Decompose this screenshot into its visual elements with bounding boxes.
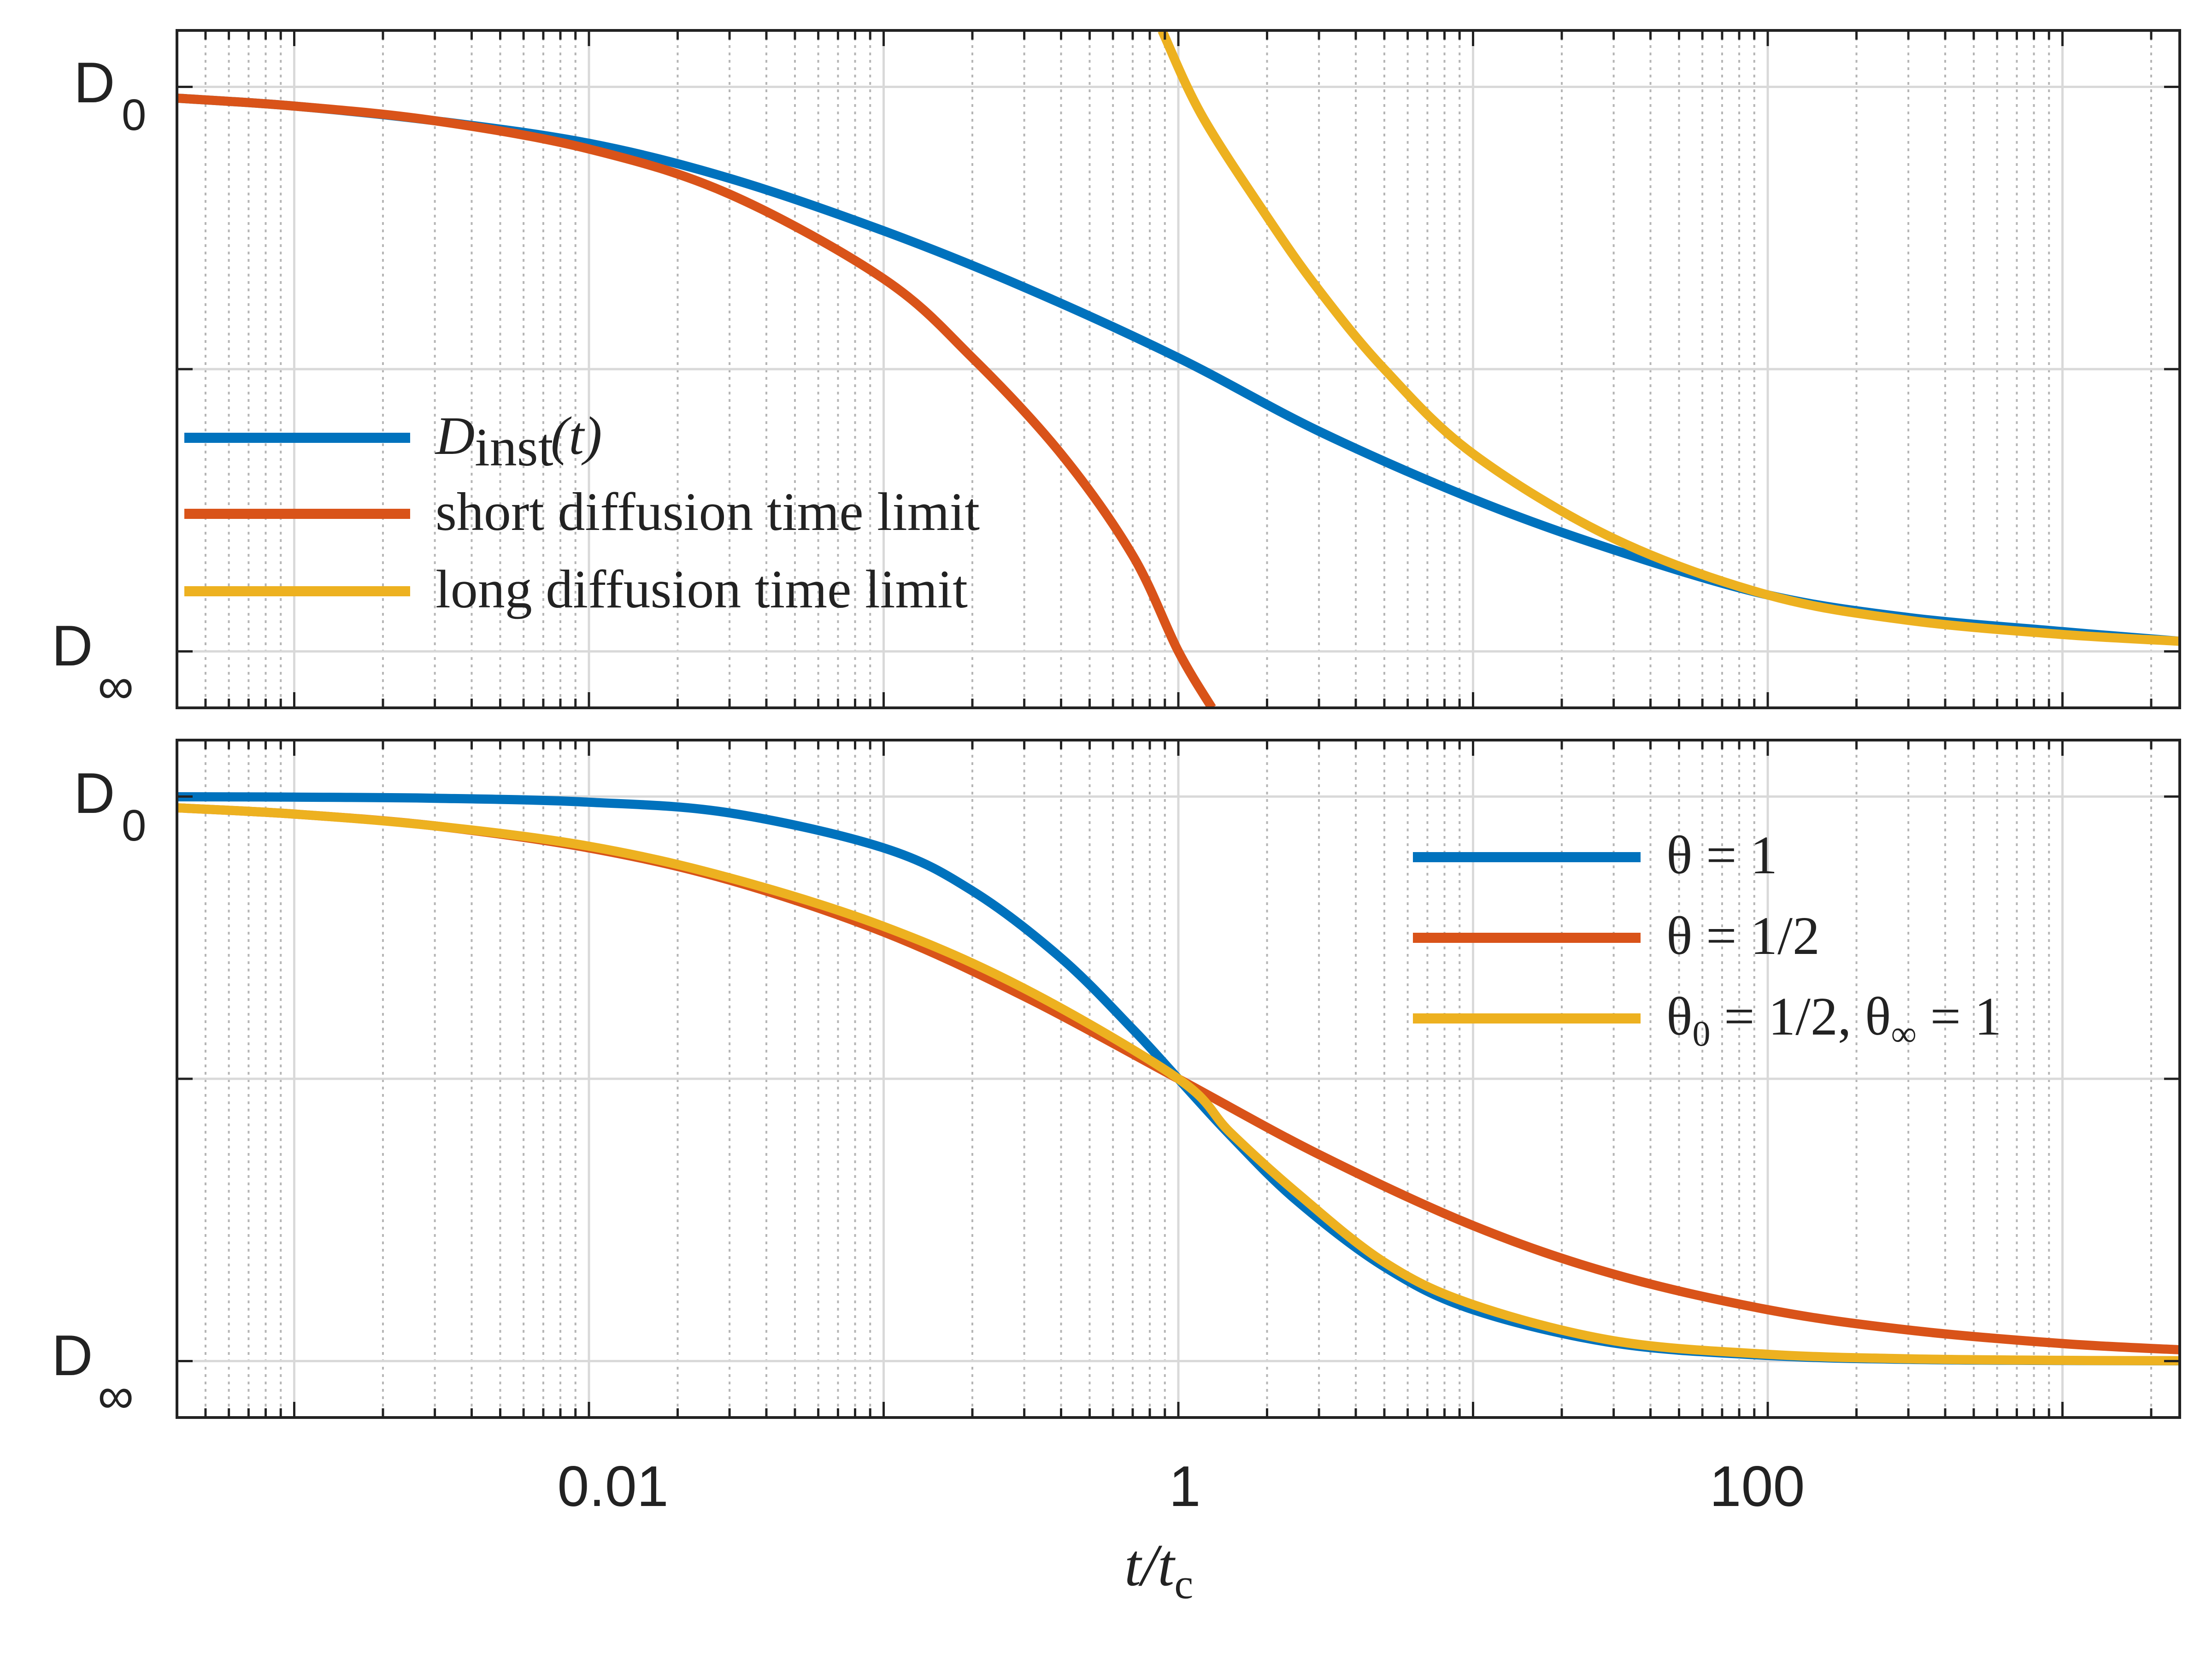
top-series-1-line <box>177 94 1216 708</box>
bottom-panel: D 0 D ∞ θ = 1 θ = 1/2 θ0 = 1/2, θ∞ = 1 0… <box>52 739 2181 1607</box>
bottom-ytick-d0-sub: 0 <box>122 801 146 850</box>
top-curves <box>177 30 2180 708</box>
xtick-label-0.01: 0.01 <box>557 1455 668 1518</box>
legend-long: long diffusion time limit <box>435 559 968 619</box>
bottom-grid <box>176 740 2180 1418</box>
bottom-ytick-dinf-main: D <box>52 1324 93 1388</box>
xlabel-sub: c <box>1174 1560 1193 1607</box>
legend-theta1: θ = 1 <box>1666 825 1777 885</box>
top-legend: D inst (t) short diffusion time limit lo… <box>184 406 980 619</box>
top-axes-box <box>176 29 2181 709</box>
top-ticks <box>176 30 2180 708</box>
legend-dinst-sub: inst <box>475 417 553 477</box>
top-series-2-line <box>1158 30 2180 646</box>
bottom-axes-box <box>176 739 2181 1419</box>
bottom-curves <box>177 792 2180 1365</box>
legend-mixed-end: = 1 <box>1917 986 2002 1047</box>
legend-theta-half: θ = 1/2 <box>1666 906 1820 966</box>
bot-series-2-line <box>177 803 2180 1365</box>
legend-mixed-subinf: ∞ <box>1891 1013 1917 1053</box>
legend-short: short diffusion time limit <box>435 482 980 542</box>
top-ytick-dinf-main: D <box>52 614 93 678</box>
top-ytick-d0-main: D <box>74 51 115 115</box>
legend-mixed-sub0: 0 <box>1693 1013 1711 1053</box>
xlabel: t/tc <box>1124 1532 1193 1607</box>
top-ytick-dinf-sub: ∞ <box>98 658 134 714</box>
bottom-legend: θ = 1 θ = 1/2 θ0 = 1/2, θ∞ = 1 <box>1413 825 2002 1053</box>
xtick-label-1: 1 <box>1169 1455 1201 1518</box>
legend-mixed-theta0: θ <box>1666 986 1693 1047</box>
xtick-label-100: 100 <box>1710 1455 1805 1518</box>
bottom-ytick-dinf-sub: ∞ <box>98 1367 134 1424</box>
bottom-ytick-d0-main: D <box>74 762 115 825</box>
legend-mixed: θ0 = 1/2, θ∞ = 1 <box>1666 986 2002 1053</box>
top-ytick-d0-sub: 0 <box>122 90 146 140</box>
legend-dinst-tail: (t) <box>551 406 602 466</box>
xlabel-main: t/t <box>1124 1532 1176 1599</box>
legend-mixed-mid: = 1/2, θ <box>1711 986 1891 1047</box>
top-panel: D 0 D ∞ D inst (t) short diffusion time … <box>52 29 2181 714</box>
legend-dinst-main: D <box>435 406 475 466</box>
